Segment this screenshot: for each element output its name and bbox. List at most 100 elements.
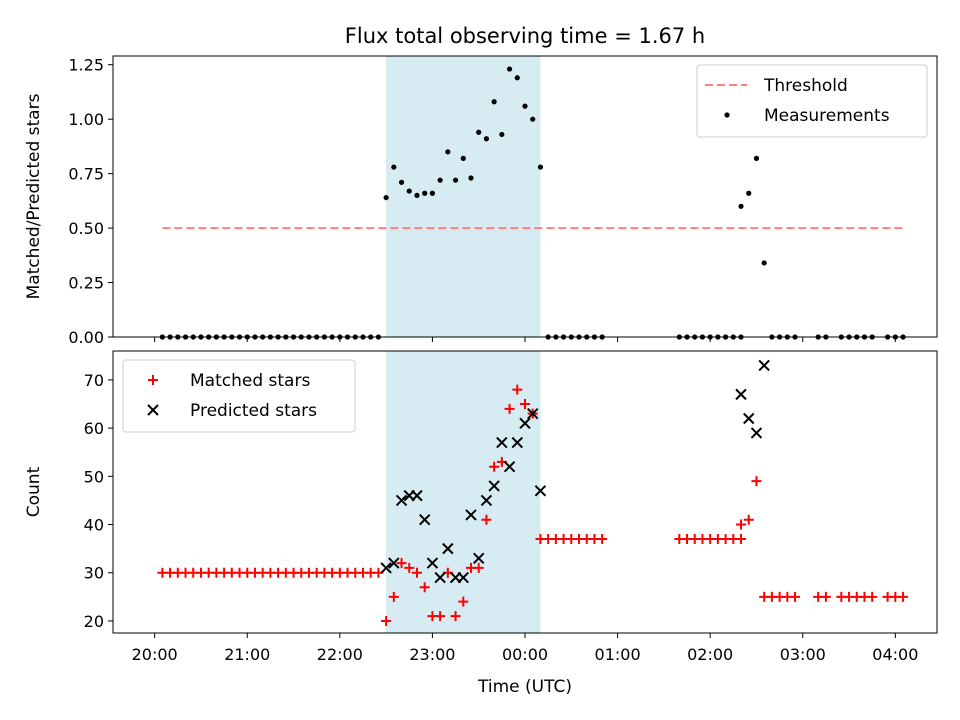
- top-panel: 0.00 0.25 0.50 0.75 1.00 1.25 Matched/Predicte…: [24, 55, 938, 347]
- data-point: [743, 412, 755, 425]
- data-point: [404, 562, 415, 573]
- x-tick-label: 01:00: [595, 645, 641, 664]
- y-tick-label: 0.75: [68, 165, 104, 184]
- y-tick-label: 30: [84, 564, 104, 583]
- data-point: [522, 103, 528, 109]
- data-point: [530, 116, 536, 122]
- data-point: [380, 562, 392, 574]
- data-point: [758, 359, 770, 372]
- data-point: [445, 149, 451, 155]
- data-point: [406, 188, 412, 194]
- y-tick-label: 1.00: [68, 110, 104, 129]
- data-point: [597, 534, 608, 544]
- shaded-interval: [386, 56, 541, 337]
- data-point: [414, 192, 420, 199]
- data-point: [381, 615, 392, 626]
- data-point: [398, 179, 405, 185]
- data-point: [750, 427, 763, 439]
- x-tick-label: 03:00: [780, 645, 826, 664]
- data-point: [746, 190, 752, 196]
- data-point: [411, 489, 423, 502]
- data-point: [429, 190, 436, 196]
- chart-title: Flux total observing time = 1.67 h: [345, 24, 705, 48]
- data-point: [514, 75, 520, 81]
- data-point: [395, 494, 408, 507]
- data-point: [790, 591, 801, 602]
- data-point: [738, 203, 744, 209]
- data-point: [396, 558, 407, 569]
- data-point: [489, 461, 500, 472]
- data-point: [511, 436, 523, 449]
- data-point: [867, 591, 878, 602]
- legend-box: [696, 64, 928, 138]
- data-point: [437, 177, 443, 183]
- x-tick-label: 23:00: [409, 645, 455, 664]
- data-point: [496, 436, 508, 449]
- data-point: [450, 611, 461, 622]
- data-point: [419, 582, 430, 593]
- data-point: [473, 552, 485, 564]
- data-point: [452, 177, 459, 183]
- y-tick-label: 20: [84, 612, 104, 631]
- legend-label: Matched stars: [190, 371, 310, 391]
- data-point: [442, 542, 454, 555]
- data-point: [503, 460, 516, 473]
- data-point: [520, 399, 530, 410]
- data-point: [435, 611, 446, 622]
- legend-marker: [724, 112, 730, 118]
- series-matched-stars: [157, 384, 909, 626]
- y-tick-label: 1.25: [68, 56, 104, 75]
- series-predicted-stars: [380, 359, 770, 584]
- data-point: [388, 557, 400, 569]
- data-point: [488, 480, 500, 492]
- x-tick-label: 00:00: [502, 645, 548, 664]
- y-tick-label: 0.25: [68, 274, 104, 293]
- data-point: [418, 514, 431, 526]
- data-point: [388, 591, 399, 602]
- x-tick-label: 21:00: [224, 645, 270, 664]
- data-point: [491, 99, 497, 105]
- y-tick-label: 0.00: [68, 328, 104, 347]
- y-tick-label: 0.50: [68, 219, 104, 238]
- data-point: [761, 260, 767, 266]
- data-point: [537, 164, 544, 170]
- data-point: [468, 175, 474, 181]
- y-tick-label: 40: [84, 516, 104, 535]
- data-point: [743, 514, 754, 525]
- data-point: [480, 494, 493, 507]
- data-point: [527, 407, 539, 420]
- data-point: [519, 417, 531, 430]
- data-point: [820, 591, 831, 602]
- data-point: [383, 194, 389, 201]
- data-point: [736, 519, 747, 530]
- data-point: [481, 514, 492, 525]
- data-point: [460, 155, 466, 161]
- data-point: [506, 66, 513, 72]
- legend-marker: [148, 375, 158, 385]
- data-point: [534, 485, 547, 497]
- data-point: [736, 534, 747, 544]
- x-tick-label: 02:00: [687, 645, 733, 664]
- data-point: [473, 562, 484, 573]
- legend-label: Threshold: [763, 76, 848, 96]
- legend-box: [122, 359, 356, 433]
- data-point: [465, 509, 477, 521]
- x-tick-label: 22:00: [317, 645, 363, 664]
- y-tick-label: 60: [84, 419, 104, 438]
- x-axis-label: Time (UTC): [477, 677, 572, 697]
- data-point: [504, 403, 515, 414]
- y-axis-label: Count: [24, 466, 44, 517]
- data-point: [753, 155, 760, 161]
- data-point: [391, 164, 397, 170]
- legend-marker: [147, 404, 159, 416]
- data-point: [426, 557, 439, 569]
- data-point: [751, 476, 762, 487]
- data-point: [422, 190, 428, 196]
- y-axis-label: Matched/Predicted stars: [24, 93, 44, 299]
- data-point: [458, 596, 469, 607]
- data-point: [434, 571, 446, 584]
- data-point: [411, 567, 422, 578]
- data-point: [457, 571, 469, 584]
- legend: Matched stars Predicted stars: [122, 359, 356, 433]
- legend-label: Predicted stars: [190, 401, 317, 421]
